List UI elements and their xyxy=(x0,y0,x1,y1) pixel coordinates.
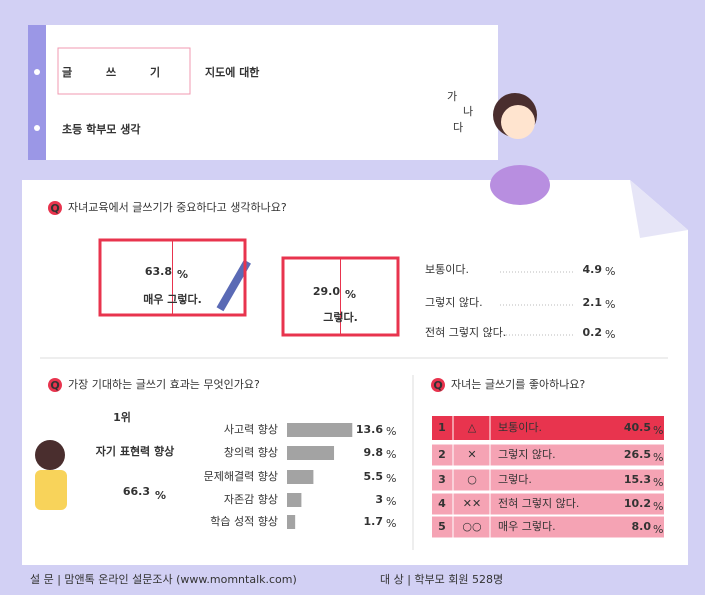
unit: % xyxy=(386,472,396,485)
category: 매우 그렇다. xyxy=(498,520,556,533)
value-label: 2.1 xyxy=(583,296,603,309)
boy-hair xyxy=(35,440,65,470)
dot xyxy=(34,69,40,75)
bar xyxy=(287,515,296,529)
value-label: 4.9 xyxy=(583,263,603,276)
symbol: ○ xyxy=(467,473,477,486)
question: 자녀는 글쓰기를 좋아하나요? xyxy=(451,377,585,391)
unit: % xyxy=(386,495,396,508)
value-label: 15.3 xyxy=(624,473,651,486)
unit: % xyxy=(605,298,615,311)
unit: % xyxy=(177,268,188,281)
value-label: 29.0 xyxy=(313,285,340,298)
value-label: 0.2 xyxy=(583,326,603,339)
unit: % xyxy=(653,424,663,437)
unit: % xyxy=(605,265,615,278)
question: 자녀교육에서 글쓰기가 중요하다고 생각하나요? xyxy=(68,200,287,214)
value-label: 5.5 xyxy=(364,470,384,483)
rank: 3 xyxy=(438,473,446,486)
unit: % xyxy=(653,451,663,464)
category: 그렇다. xyxy=(323,310,358,324)
unit: % xyxy=(653,476,663,489)
top-value: 66.3 xyxy=(123,485,150,498)
value-label: 9.8 xyxy=(364,446,384,459)
unit: % xyxy=(386,425,396,438)
rank: 4 xyxy=(438,497,446,510)
pen xyxy=(216,259,251,312)
panel-fold xyxy=(630,180,688,238)
value-label: 1.7 xyxy=(364,515,384,528)
value-label: 3 xyxy=(375,493,383,506)
girl-body xyxy=(490,165,550,205)
title-rest: 지도에 대한 xyxy=(205,65,259,79)
q-icon: Q xyxy=(433,379,442,392)
value-label: 10.2 xyxy=(624,497,651,510)
symbol: ✕ xyxy=(467,448,476,461)
category: 자존감 향상 xyxy=(224,493,278,506)
rank: 1 xyxy=(438,421,446,434)
title-boxed: 쓰 xyxy=(106,66,116,79)
category: 보통이다. xyxy=(498,421,542,434)
category: 학습 성적 향상 xyxy=(210,515,278,528)
footer: 대 상 | 학부모 회원 528명 xyxy=(380,573,503,586)
value-label: 13.6 xyxy=(356,423,383,436)
question: 가장 기대하는 글쓰기 효과는 무엇인가요? xyxy=(68,377,260,391)
boy-body xyxy=(35,470,67,510)
q-icon: Q xyxy=(50,202,59,215)
unit: % xyxy=(345,288,356,301)
unit: % xyxy=(605,328,615,341)
deco: 가 xyxy=(447,90,457,103)
category: 보통이다. xyxy=(425,263,469,276)
category: 그렇지 않다. xyxy=(425,296,483,309)
symbol: ✕✕ xyxy=(463,497,481,510)
q-icon-bg xyxy=(48,201,62,215)
girl-face xyxy=(501,105,535,139)
symbol: △ xyxy=(468,421,477,434)
title-boxed: 기 xyxy=(150,65,160,79)
title-line2: 초등 학부모 생각 xyxy=(62,122,141,136)
category: 그렇다. xyxy=(498,473,532,486)
value-label: 63.8 xyxy=(145,265,172,278)
bar xyxy=(287,423,353,437)
unit: % xyxy=(653,523,663,536)
header-strip xyxy=(28,25,46,160)
unit: % xyxy=(386,517,396,530)
category: 전혀 그렇지 않다. xyxy=(498,497,579,510)
q-icon: Q xyxy=(50,379,59,392)
category: 전혀 그렇지 않다. xyxy=(425,326,506,339)
bar xyxy=(287,470,314,484)
rank: 2 xyxy=(438,448,446,461)
title-box xyxy=(57,47,191,95)
deco: 나 xyxy=(463,105,473,118)
title-boxed: 글 xyxy=(62,66,72,79)
deco: 다 xyxy=(453,121,463,134)
dot xyxy=(34,125,40,131)
header-card xyxy=(28,25,498,160)
top-rank: 1위 xyxy=(113,411,131,424)
bar xyxy=(287,493,302,507)
row xyxy=(432,416,664,440)
category: 사고력 향상 xyxy=(224,423,278,436)
rank: 5 xyxy=(438,520,446,533)
unit: % xyxy=(155,489,166,502)
bar xyxy=(287,446,335,460)
symbol: ○○ xyxy=(462,520,481,533)
category: 창의력 향상 xyxy=(224,446,278,459)
category: 매우 그렇다. xyxy=(143,292,202,306)
q-icon-bg xyxy=(48,378,62,392)
q-icon-bg xyxy=(431,378,445,392)
unit: % xyxy=(386,448,396,461)
panel xyxy=(22,180,688,565)
category: 문제해결력 향상 xyxy=(204,469,278,483)
value-label: 26.5 xyxy=(624,448,651,461)
unit: % xyxy=(653,500,663,513)
value-label: 8.0 xyxy=(632,520,652,533)
category: 그렇지 않다. xyxy=(498,448,556,461)
top-name: 자기 표현력 향상 xyxy=(96,444,175,458)
value-label: 40.5 xyxy=(624,421,651,434)
footer: 설 문 | 맘앤톡 온라인 설문조사 (www.momntalk.com) xyxy=(30,573,297,586)
